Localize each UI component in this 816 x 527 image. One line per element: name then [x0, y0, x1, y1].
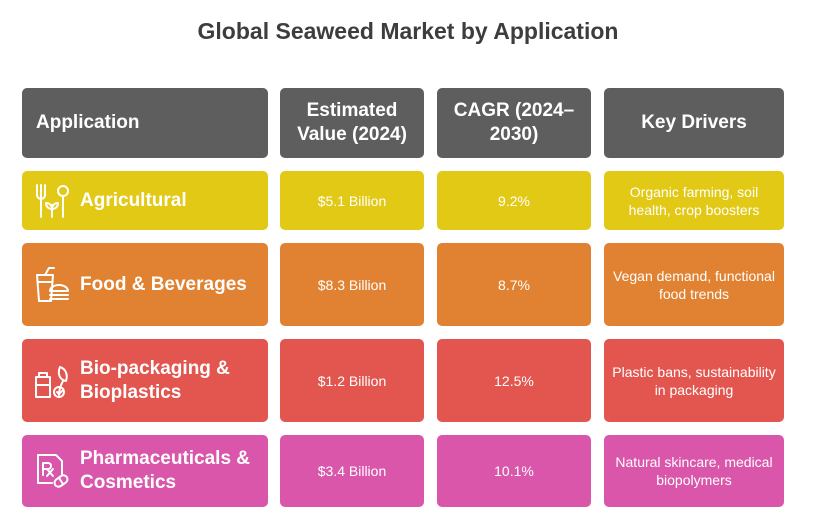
- application-name: Pharmaceuticals & Cosmetics: [80, 448, 251, 493]
- header-application: Application: [22, 88, 268, 158]
- drink-burger-icon: [36, 266, 69, 302]
- table-row-application: Food & Beverages: [22, 243, 268, 326]
- table-cell-value: $8.3 Billion: [280, 243, 424, 326]
- table-cell-cagr: 8.7%: [437, 243, 591, 326]
- table-cell-cagr: 10.1%: [437, 435, 591, 507]
- table-cell-cagr: 9.2%: [437, 171, 591, 230]
- table-cell-drivers: Plastic bans, sustainability in packagin…: [604, 339, 784, 422]
- eco-packaging-icon: [35, 365, 68, 398]
- application-name: Agricultural: [80, 189, 187, 211]
- table-cell-value: $5.1 Billion: [280, 171, 424, 230]
- table-row-application: Agricultural: [22, 171, 268, 230]
- table-cell-drivers: Natural skincare, medical biopolymers: [604, 435, 784, 507]
- table-row-application: Pharmaceuticals & Cosmetics: [22, 435, 268, 507]
- table-cell-cagr: 12.5%: [437, 339, 591, 422]
- table-row-application: Bio-packaging & Bioplastics: [22, 339, 268, 422]
- header-value: Estimated Value (2024): [280, 88, 424, 158]
- table-cell-drivers: Vegan demand, functional food trends: [604, 243, 784, 326]
- utensils-plant-icon: [36, 183, 69, 218]
- table-cell-drivers: Organic farming, soil health, crop boost…: [604, 171, 784, 230]
- prescription-pill-icon: [37, 454, 69, 488]
- page-title: Global Seaweed Market by Application: [197, 18, 619, 44]
- application-name: Bio-packaging & Bioplastics: [80, 357, 230, 403]
- header-drivers: Key Drivers: [604, 88, 784, 158]
- table-cell-value: $1.2 Billion: [280, 339, 424, 422]
- header-cagr: CAGR (2024–2030): [437, 88, 591, 158]
- table-cell-value: $3.4 Billion: [280, 435, 424, 507]
- application-name: Food & Beverages: [80, 273, 247, 295]
